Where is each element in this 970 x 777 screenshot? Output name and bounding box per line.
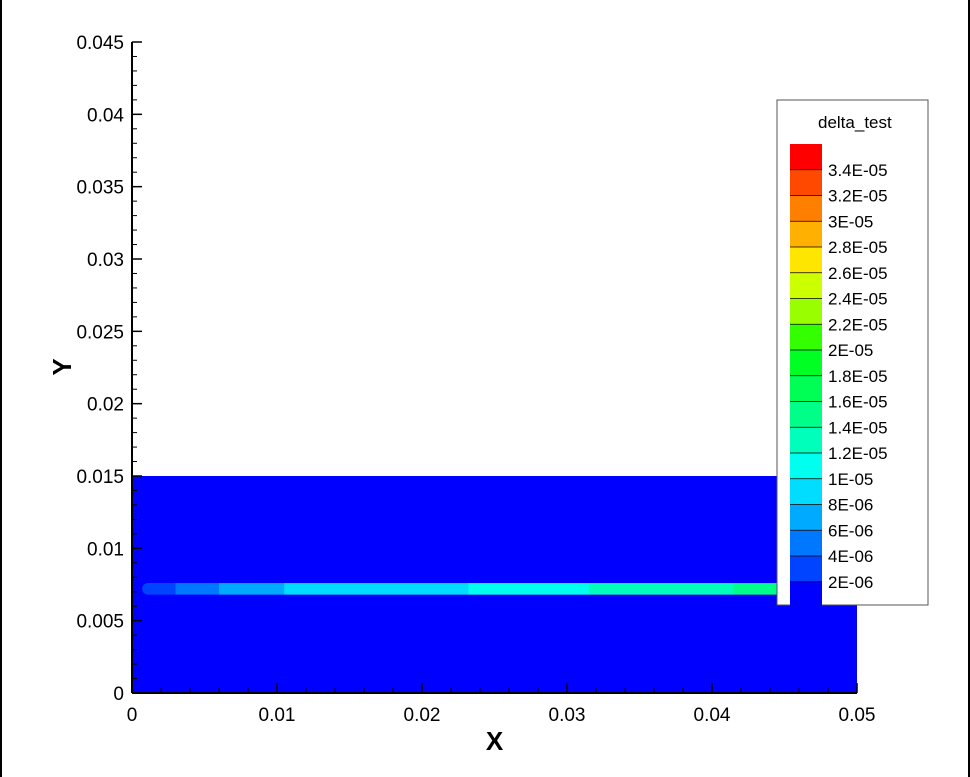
- legend-swatch: [790, 556, 822, 583]
- legend-swatch: [790, 581, 822, 608]
- legend-level-label: 2.2E-05: [828, 315, 888, 334]
- legend-swatch: [790, 144, 822, 171]
- legend-level-label: 3E-05: [828, 212, 873, 231]
- legend-swatch: [790, 375, 822, 402]
- y-axis-label: Y: [47, 358, 77, 375]
- legend-items: 3.4E-05 3.2E-05 3E-05 2.8E-05 2.6E-05 2.4E-05…: [790, 144, 888, 608]
- legend-level-label: 1.8E-05: [828, 367, 888, 386]
- y-tick-label: 0.025: [76, 322, 124, 343]
- contour-band-segment: [175, 583, 220, 595]
- legend-level-label: 6E-06: [828, 521, 873, 540]
- x-tick-label: 0.01: [259, 705, 296, 726]
- y-tick-label: 0.005: [76, 612, 124, 633]
- y-tick-label: 0.04: [87, 105, 124, 126]
- legend-swatch: [790, 298, 822, 325]
- legend-level-label: 2E-06: [828, 573, 873, 592]
- contour-band-segment: [468, 583, 590, 595]
- legend-level-label: 1E-05: [828, 470, 873, 489]
- y-tick-label: 0.045: [76, 33, 124, 54]
- contour-band-segment: [588, 583, 735, 595]
- legend-swatch: [790, 427, 822, 454]
- legend-level-label: 3.4E-05: [828, 161, 888, 180]
- legend-swatch: [790, 247, 822, 274]
- x-tick-label: 0: [127, 705, 138, 726]
- legend-swatch: [790, 530, 822, 557]
- axes: [131, 42, 857, 694]
- legend-title: delta_test: [818, 113, 892, 132]
- legend-level-label: 8E-06: [828, 496, 873, 515]
- legend-swatch: [790, 401, 822, 428]
- legend-level-label: 1.6E-05: [828, 393, 888, 412]
- contour-band-segment: [142, 583, 176, 595]
- legend-level-label: 2E-05: [828, 341, 873, 360]
- contour-band-segment: [284, 583, 469, 595]
- legend-swatch: [790, 195, 822, 222]
- y-tick-label: 0.035: [76, 178, 124, 199]
- legend-level-label: 3.2E-05: [828, 187, 888, 206]
- axis-ticks: 0 0.01 0.02 0.03 0.04 0.05 0 0.005 0.01 0.015 0.02…: [76, 33, 875, 726]
- contour-legend: delta_test 3.4E-05 3.2E-05 3E-05 2.8E-05 2.6…: [776, 99, 929, 608]
- legend-swatch: [790, 504, 822, 531]
- legend-swatch: [790, 221, 822, 248]
- x-axis-label: X: [486, 726, 504, 756]
- x-tick-label: 0.03: [549, 705, 586, 726]
- legend-swatch: [790, 272, 822, 299]
- legend-level-label: 4E-06: [828, 547, 873, 566]
- y-tick-label: 0.015: [76, 467, 124, 488]
- legend-swatch: [790, 478, 822, 505]
- y-tick-label: 0.03: [87, 250, 124, 271]
- legend-swatch: [790, 453, 822, 480]
- legend-swatch: [790, 350, 822, 377]
- y-tick-label: 0: [113, 684, 124, 705]
- legend-swatch: [790, 169, 822, 196]
- x-tick-label: 0.04: [694, 705, 731, 726]
- legend-swatch: [790, 324, 822, 351]
- y-tick-label: 0.01: [87, 539, 124, 560]
- legend-level-label: 2.8E-05: [828, 238, 888, 257]
- y-tick-label: 0.02: [87, 395, 124, 416]
- legend-level-label: 2.4E-05: [828, 290, 888, 309]
- contour-band-segment: [219, 583, 285, 595]
- legend-level-label: 1.2E-05: [828, 444, 888, 463]
- x-tick-label: 0.02: [404, 705, 441, 726]
- x-tick-label: 0.05: [839, 705, 876, 726]
- contour-field: [132, 476, 858, 693]
- legend-level-label: 2.6E-05: [828, 264, 888, 283]
- legend-level-label: 1.4E-05: [828, 418, 888, 437]
